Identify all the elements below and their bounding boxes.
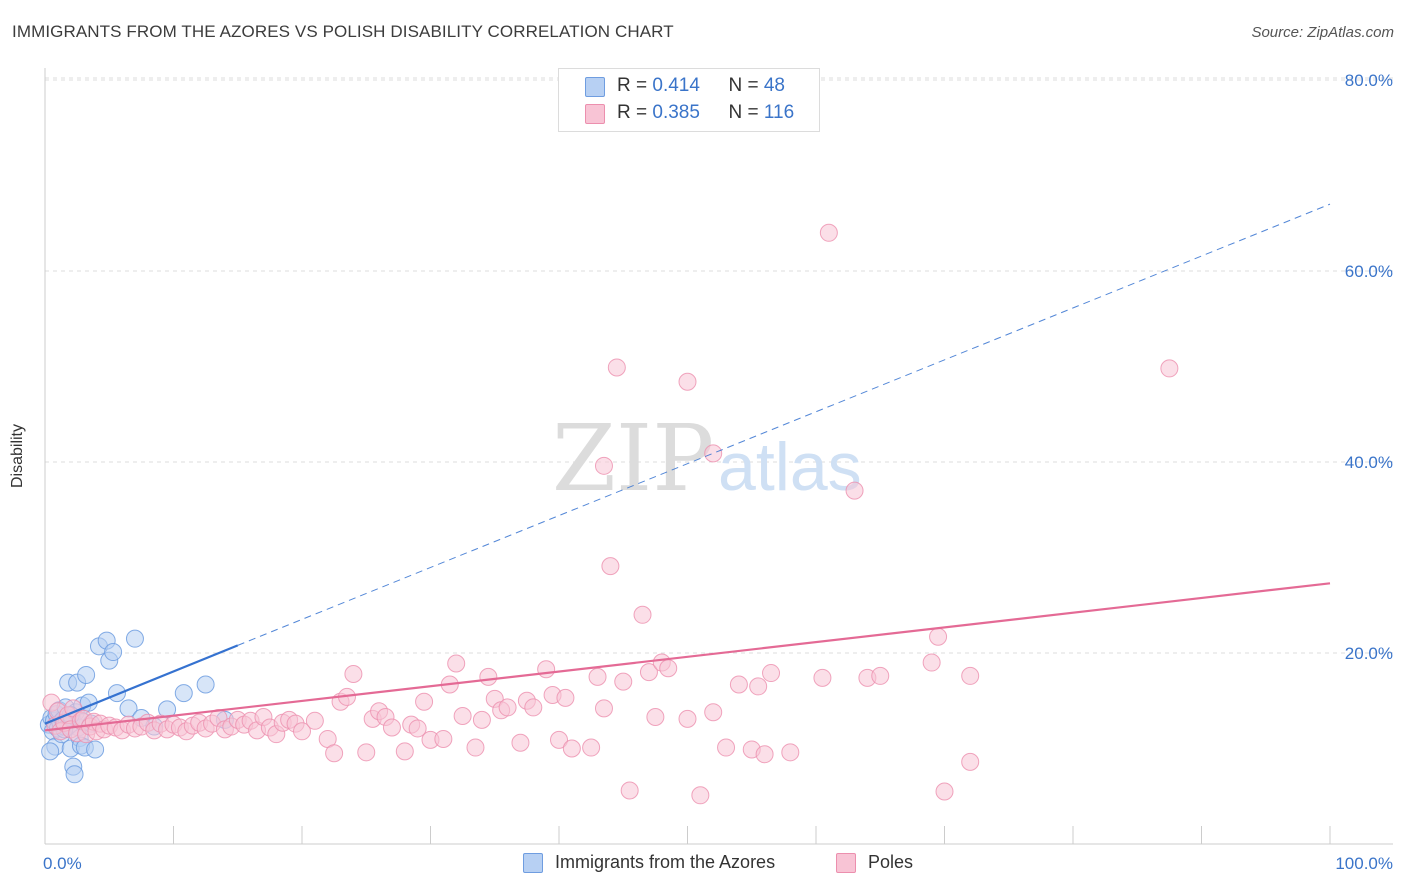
poles-point <box>813 668 832 687</box>
poles-point <box>582 738 601 757</box>
series-poles-points <box>42 223 1179 805</box>
poles-point <box>472 710 491 729</box>
poles-point <box>344 665 363 684</box>
y-tick-label: 40.0% <box>1345 453 1393 472</box>
poles-point <box>305 711 324 730</box>
poles-point <box>929 627 948 646</box>
azores-point <box>77 665 96 684</box>
poles-point <box>678 372 697 391</box>
poles-point <box>1160 359 1179 378</box>
x-tick-label-min: 0.0% <box>43 854 82 873</box>
poles-point <box>415 692 434 711</box>
poles-point <box>620 781 639 800</box>
poles-point <box>678 709 697 728</box>
legend-r-value: 0.414 <box>652 75 700 96</box>
tick-labels: 20.0% 40.0% 60.0% 80.0% 0.0% 100.0% <box>43 71 1393 873</box>
poles-point <box>819 223 838 242</box>
azores-trend-extension <box>237 203 1331 646</box>
poles-point <box>537 660 556 679</box>
poles-point <box>594 456 613 475</box>
correlation-legend: R = 0.414 N = 48 R = 0.385 N = 116 <box>558 68 820 132</box>
poles-point <box>511 733 530 752</box>
poles-point <box>961 666 980 685</box>
poles-point <box>845 481 864 500</box>
poles-point <box>408 719 427 738</box>
x-tick-label-max: 100.0% <box>1335 854 1393 873</box>
poles-point <box>704 444 723 463</box>
poles-point <box>524 698 543 717</box>
poles-point <box>614 672 633 691</box>
legend-r-label: R = <box>617 102 653 123</box>
poles-point <box>550 730 568 749</box>
legend-r-label: R = <box>617 75 653 96</box>
legend-n-value: 116 <box>763 102 795 123</box>
poles-point <box>594 699 613 718</box>
poles-point <box>871 666 890 685</box>
poles-point <box>749 677 768 696</box>
poles-point <box>717 738 736 757</box>
poles-point <box>659 659 678 678</box>
poles-point <box>293 722 311 741</box>
poles-point <box>588 667 607 686</box>
poles-point <box>556 688 575 707</box>
azores-point <box>125 629 144 648</box>
azores-point <box>196 675 215 694</box>
legend-n-label: N = <box>728 75 764 96</box>
poles-point <box>434 729 453 748</box>
poles-point <box>781 743 800 762</box>
source-label: Source: ZipAtlas.com <box>1251 24 1394 41</box>
poles-point <box>691 786 710 805</box>
poles-point <box>479 667 498 686</box>
bottom-legend-label-poles: Poles <box>868 852 914 872</box>
y-tick-label: 80.0% <box>1345 71 1393 90</box>
poles-point <box>961 752 980 771</box>
poles-point <box>762 664 781 683</box>
poles-point <box>498 698 517 717</box>
watermark-zip: ZIP <box>552 405 714 512</box>
poles-point <box>382 718 401 737</box>
poles-point <box>562 739 581 758</box>
poles-point <box>453 707 472 726</box>
bottom-legend-label-azores: Immigrants from the Azores <box>555 852 776 872</box>
azores-point <box>41 742 60 761</box>
poles-point <box>601 557 620 576</box>
poles-point <box>633 605 652 624</box>
watermark: ZIP atlas <box>552 405 862 512</box>
poles-point <box>395 742 414 761</box>
gridlines <box>45 77 1393 654</box>
chart-title: IMMIGRANTS FROM THE AZORES VS POLISH DIS… <box>12 22 674 41</box>
poles-point <box>447 654 466 673</box>
y-tick-label: 20.0% <box>1345 644 1393 663</box>
y-tick-label: 60.0% <box>1345 262 1393 281</box>
bottom-legend-swatch-poles <box>836 853 856 873</box>
azores-point <box>65 765 84 784</box>
poles-point <box>466 738 485 757</box>
azores-point <box>86 740 105 759</box>
legend-r-value: 0.385 <box>652 102 700 123</box>
poles-point <box>729 675 748 694</box>
bottom-legend-swatch-azores <box>523 853 543 873</box>
watermark-atlas: atlas <box>718 429 862 505</box>
azores-point <box>107 684 126 703</box>
trend-lines <box>44 203 1331 732</box>
poles-point <box>704 703 723 722</box>
azores-point <box>174 684 193 703</box>
poles-point <box>755 745 774 764</box>
poles-point <box>357 743 376 762</box>
poles-point <box>922 653 941 672</box>
legend-n-value: 48 <box>763 75 785 96</box>
poles-point <box>646 707 665 726</box>
legend-swatch-poles <box>585 104 605 124</box>
poles-point <box>607 358 626 377</box>
legend-swatch-azores <box>585 77 605 97</box>
poles-point <box>935 782 954 801</box>
azores-trend-line <box>44 644 239 725</box>
poles-point <box>639 663 658 682</box>
azores-point <box>104 643 123 662</box>
poles-point <box>325 744 344 763</box>
legend-n-label: N = <box>728 102 764 123</box>
poles-trend-line <box>44 582 1331 732</box>
